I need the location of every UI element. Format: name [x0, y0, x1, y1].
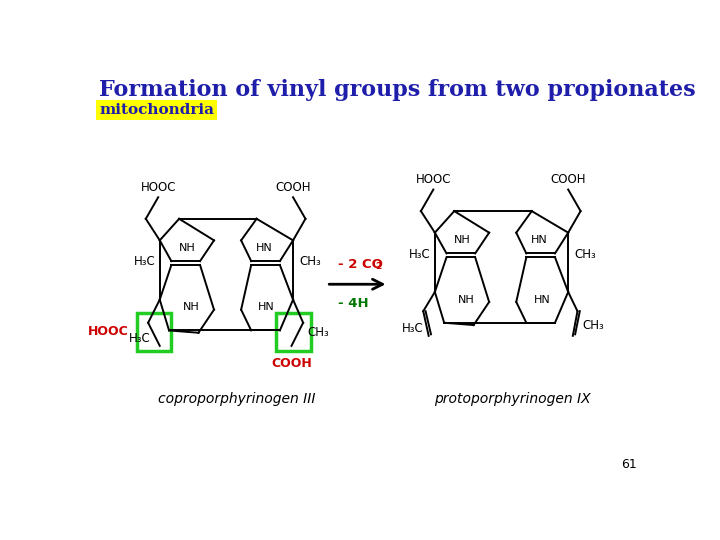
FancyArrowPatch shape: [329, 279, 382, 289]
Text: HN: HN: [531, 235, 548, 245]
Text: NH: NH: [454, 235, 470, 245]
Text: Formation of vinyl groups from two propionates: Formation of vinyl groups from two propi…: [99, 79, 696, 100]
Text: H₃C: H₃C: [402, 322, 423, 335]
Text: 2: 2: [375, 262, 382, 271]
Text: NH: NH: [457, 295, 474, 305]
Text: CH₃: CH₃: [582, 319, 604, 332]
Text: mitochondria: mitochondria: [99, 103, 215, 117]
Text: COOH: COOH: [550, 173, 586, 186]
Text: - 2 CO: - 2 CO: [338, 258, 383, 271]
Text: H₃C: H₃C: [409, 248, 431, 261]
Text: 61: 61: [621, 458, 636, 471]
Text: CH₃: CH₃: [575, 248, 596, 261]
Text: H₃C: H₃C: [134, 255, 156, 268]
Text: CH₃: CH₃: [307, 326, 329, 339]
Text: HN: HN: [534, 295, 550, 305]
Text: NH: NH: [179, 243, 195, 253]
Text: COOH: COOH: [271, 357, 312, 370]
Text: coproporphyrinogen III: coproporphyrinogen III: [158, 392, 316, 406]
Text: COOH: COOH: [275, 181, 311, 194]
Text: CH₃: CH₃: [300, 255, 321, 268]
Text: protoporphyrinogen IX: protoporphyrinogen IX: [434, 392, 590, 406]
Text: H₃C: H₃C: [129, 332, 150, 345]
Text: HOOC: HOOC: [140, 181, 176, 194]
Text: NH: NH: [182, 302, 199, 312]
Text: HOOC: HOOC: [88, 325, 129, 338]
Text: HOOC: HOOC: [415, 173, 451, 186]
Text: HN: HN: [256, 243, 273, 253]
Text: HN: HN: [258, 302, 275, 312]
Text: - 4H: - 4H: [338, 298, 369, 310]
